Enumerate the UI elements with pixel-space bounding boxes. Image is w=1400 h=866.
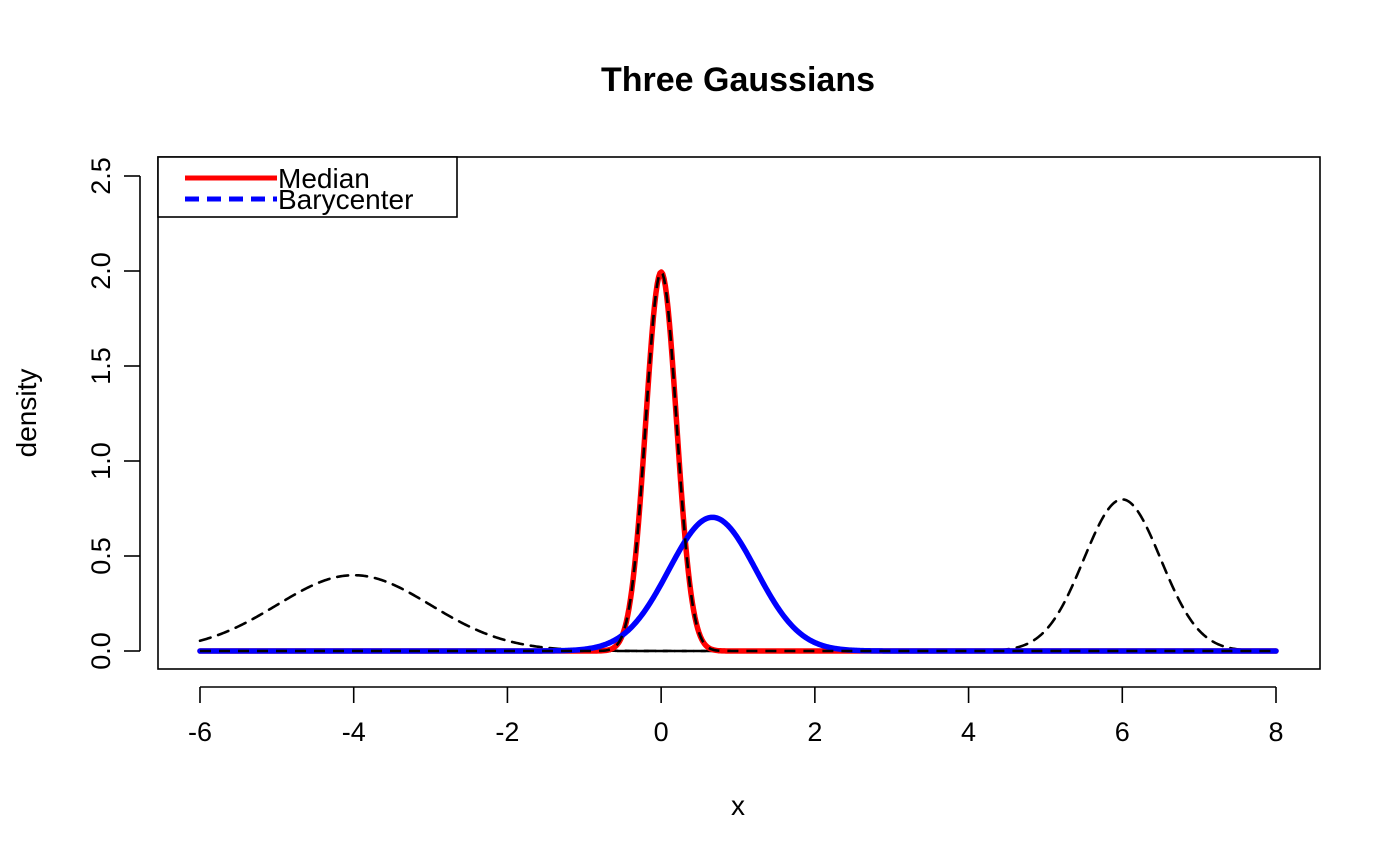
x-tick-label: 4	[961, 717, 976, 747]
legend-box	[157, 156, 458, 218]
x-tick-label: 6	[1115, 717, 1130, 747]
y-tick-label: 1.0	[86, 442, 116, 480]
y-tick-label: 2.5	[86, 157, 116, 195]
input-gaussian-2-overlay	[200, 270, 1276, 653]
series-median	[197, 269, 1279, 654]
y-tick-label: 2.0	[86, 252, 116, 290]
input-gaussian-1	[198, 573, 1278, 653]
legend-label-median: Median	[278, 163, 370, 194]
chart-title: Three Gaussians	[601, 61, 875, 99]
y-tick-label: 0.0	[86, 632, 116, 670]
y-tick-label: 0.5	[86, 537, 116, 575]
legend: Median Barycenter	[157, 156, 458, 218]
x-tick-label: 2	[807, 717, 822, 747]
x-axis-label: x	[731, 790, 745, 821]
x-axis: -6 -4 -2 0 2 4 6 8	[188, 686, 1284, 747]
legend-label-barycenter: Barycenter	[278, 184, 413, 215]
series-layer	[197, 269, 1279, 654]
x-tick-label: -2	[495, 717, 519, 747]
x-tick-label: 8	[1268, 717, 1283, 747]
x-tick-label: -4	[342, 717, 366, 747]
plot-box	[157, 156, 1321, 670]
series-barycenter	[197, 514, 1279, 654]
y-axis: 0.0 0.5 1.0 1.5 2.0 2.5	[86, 157, 141, 670]
x-tick-label: -6	[188, 717, 212, 747]
input-gaussian-2	[198, 270, 1278, 653]
y-tick-label: 1.5	[86, 347, 116, 385]
x-tick-label: 0	[654, 717, 669, 747]
y-axis-label: density	[11, 369, 42, 458]
